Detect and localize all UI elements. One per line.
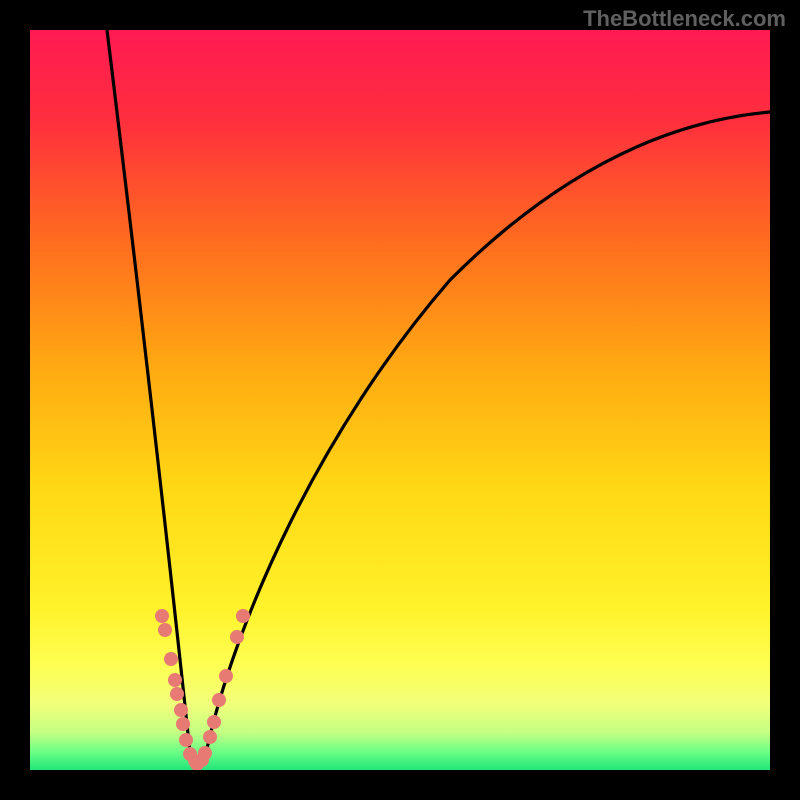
- plot-area: [30, 30, 770, 770]
- data-point: [164, 652, 178, 666]
- data-point: [176, 717, 190, 731]
- chart-frame: TheBottleneck.com: [0, 0, 800, 800]
- data-point: [174, 703, 188, 717]
- data-points-group: [155, 609, 250, 770]
- data-point: [212, 693, 226, 707]
- data-point: [219, 669, 233, 683]
- bottleneck-curve: [107, 30, 770, 764]
- data-point: [155, 609, 169, 623]
- curve-layer: [30, 30, 770, 770]
- data-point: [236, 609, 250, 623]
- data-point: [168, 673, 182, 687]
- data-point: [230, 630, 244, 644]
- watermark-text: TheBottleneck.com: [583, 6, 786, 32]
- data-point: [198, 746, 212, 760]
- data-point: [207, 715, 221, 729]
- data-point: [170, 687, 184, 701]
- data-point: [158, 623, 172, 637]
- data-point: [203, 730, 217, 744]
- data-point: [179, 733, 193, 747]
